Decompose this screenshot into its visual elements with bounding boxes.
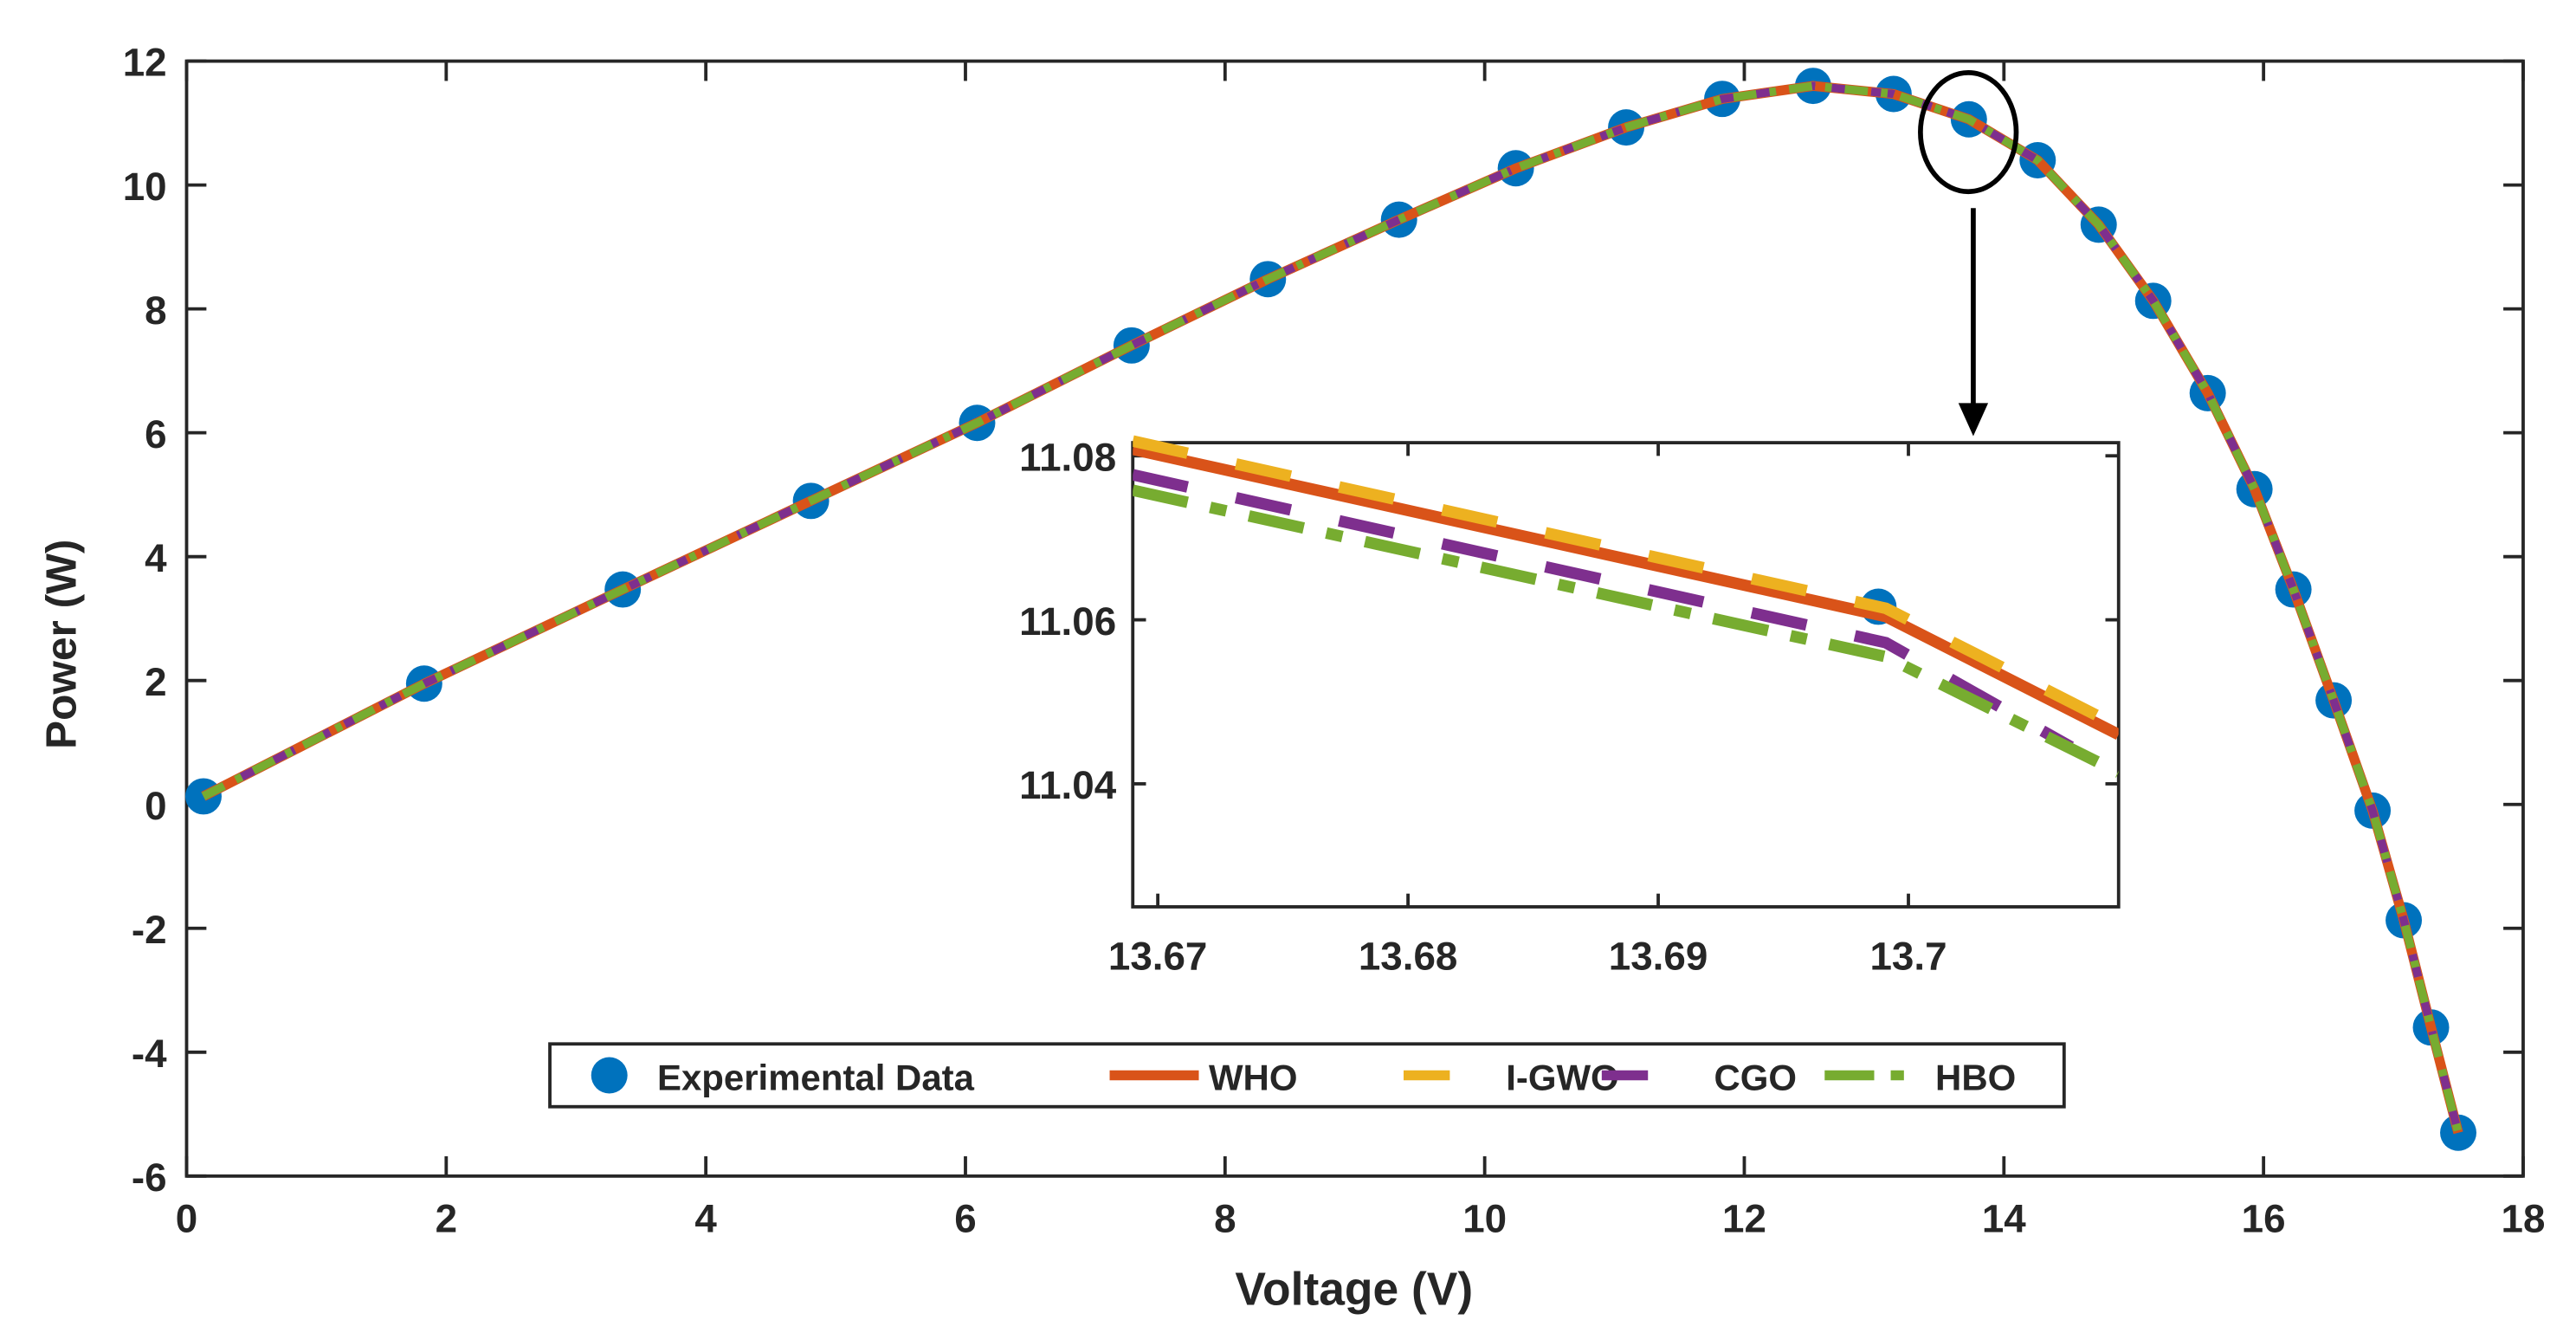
legend: Experimental Data WHO I-GWO CGO HBO xyxy=(548,1042,2066,1109)
inset-y-tick-label: 11.06 xyxy=(1019,599,1116,644)
y-tick-label: 6 xyxy=(145,412,166,456)
y-tick-label: 2 xyxy=(145,660,166,704)
inset-line-i-gwo xyxy=(1133,435,2119,732)
x-tick-label: 2 xyxy=(436,1197,457,1241)
x-tick-label: 8 xyxy=(1214,1197,1236,1241)
zoom-arrow-head xyxy=(1958,403,1989,437)
inset-y-tick-label: 11.04 xyxy=(1019,763,1117,807)
legend-label-experimental: Experimental Data xyxy=(657,1058,975,1098)
x-tick-label: 16 xyxy=(2242,1197,2286,1241)
y-tick-label: 4 xyxy=(145,536,167,580)
x-tick-label: 0 xyxy=(176,1197,197,1241)
y-tick-label: 12 xyxy=(123,41,167,85)
inset-x-tick-label: 13.7 xyxy=(1869,934,1947,978)
inset-line-cgo xyxy=(1133,469,2075,753)
legend-box xyxy=(548,1042,2066,1109)
y-tick-label: -4 xyxy=(132,1032,167,1076)
inset-x-tick-label: 13.68 xyxy=(1359,934,1458,978)
inset-x-tick-label: 13.69 xyxy=(1609,934,1708,978)
legend-marker-experimental xyxy=(591,1057,628,1094)
legend-label-cgo: CGO xyxy=(1714,1058,1798,1098)
zoom-annotation xyxy=(1918,70,2019,437)
y-tick-label: 8 xyxy=(145,288,166,333)
x-tick-label: 10 xyxy=(1462,1197,1507,1241)
x-tick-label: 6 xyxy=(954,1197,976,1241)
x-tick-label: 12 xyxy=(1722,1197,1766,1241)
y-axis-label: Power (W) xyxy=(37,540,86,749)
inset-x-tick-label: 13.67 xyxy=(1108,934,1208,978)
y-tick-label: 10 xyxy=(123,165,167,209)
inset-line-hbo xyxy=(1133,484,2119,778)
x-axis-label: Voltage (V) xyxy=(1235,1265,1473,1316)
zoom-inset: 13.67 13.68 13.69 13.7 11.04 11.06 11.08 xyxy=(1019,435,2121,978)
x-tick-label: 14 xyxy=(1982,1197,2026,1241)
y-tick-label: -2 xyxy=(132,908,167,952)
inset-y-tick-label: 11.08 xyxy=(1019,435,1116,479)
y-tick-label: 0 xyxy=(145,784,166,828)
legend-label-who: WHO xyxy=(1209,1058,1297,1098)
x-tick-label: 4 xyxy=(694,1197,717,1241)
y-tick-label: -6 xyxy=(132,1155,167,1200)
main-plot: 0 2 4 6 8 10 12 14 16 18 -6 -4 -2 0 2 4 6 8 10 12 xyxy=(123,41,2546,1241)
legend-label-i-gwo: I-GWO xyxy=(1506,1058,1618,1098)
legend-label-hbo: HBO xyxy=(1935,1058,2016,1098)
series-line-hbo xyxy=(201,81,2463,1135)
series-line-cgo xyxy=(201,81,2463,1135)
x-tick-label: 18 xyxy=(2502,1197,2546,1241)
inset-series xyxy=(1133,435,2119,778)
inset-line-who xyxy=(1133,443,2119,741)
zoom-circle xyxy=(1918,70,2019,195)
